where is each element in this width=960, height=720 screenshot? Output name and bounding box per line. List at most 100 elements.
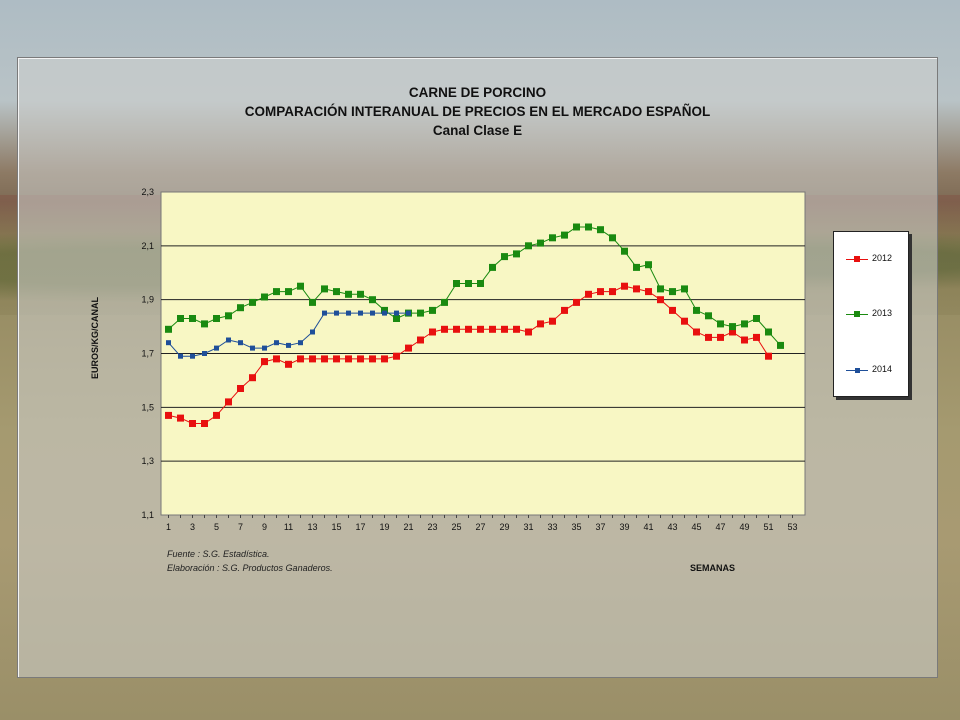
point-2012 <box>525 328 532 336</box>
point-2014 <box>286 342 291 348</box>
x-tick-label: 45 <box>691 522 701 532</box>
point-2012 <box>453 325 460 333</box>
point-2012 <box>645 288 652 296</box>
point-2012 <box>753 333 760 341</box>
series-group <box>165 223 784 427</box>
point-2012 <box>333 355 340 363</box>
point-2013 <box>729 323 736 331</box>
x-tick-label: 9 <box>262 522 267 532</box>
point-2013 <box>657 285 664 293</box>
point-2013 <box>429 306 436 314</box>
x-tick-label: 13 <box>307 522 317 532</box>
x-tick-label: 47 <box>715 522 725 532</box>
point-2013 <box>237 304 244 312</box>
point-2012 <box>249 374 256 382</box>
point-2014 <box>370 310 375 316</box>
legend-label-2014: 2014 <box>872 364 893 374</box>
point-2013 <box>357 290 364 298</box>
point-2014 <box>202 351 207 356</box>
point-2013 <box>465 280 472 287</box>
point-2012 <box>501 325 508 333</box>
x-tick-label: 39 <box>619 522 629 532</box>
point-2013 <box>537 239 544 247</box>
point-2012 <box>573 298 580 306</box>
point-2012 <box>369 355 376 363</box>
point-2013 <box>165 325 172 333</box>
legend-item-2013: 2013 <box>834 308 910 322</box>
point-2014 <box>382 310 387 316</box>
point-2012 <box>489 325 496 333</box>
point-2014 <box>358 310 363 316</box>
x-tick-label: 17 <box>355 522 365 532</box>
x-tick-label: 23 <box>427 522 437 532</box>
point-2013 <box>285 288 292 296</box>
point-2013 <box>249 298 256 306</box>
y-tick-label: 1,7 <box>141 349 154 359</box>
point-2012 <box>765 352 772 360</box>
point-2013 <box>669 288 676 296</box>
x-tick-label: 3 <box>190 522 195 532</box>
point-2013 <box>777 341 784 349</box>
point-2014 <box>322 310 327 316</box>
point-2012 <box>393 352 400 360</box>
point-2012 <box>225 398 232 406</box>
point-2012 <box>609 288 616 296</box>
chart-subtitle: COMPARACIÓN INTERANUAL DE PRECIOS EN EL … <box>244 104 711 119</box>
point-2013 <box>753 315 760 322</box>
point-2012 <box>465 325 472 333</box>
point-2012 <box>381 355 388 363</box>
point-2012 <box>537 320 544 328</box>
point-2012 <box>429 328 436 336</box>
point-2013 <box>273 288 280 296</box>
x-tick-label: 11 <box>284 522 293 532</box>
point-2012 <box>729 328 736 336</box>
point-2013 <box>705 312 712 320</box>
point-2013 <box>261 293 268 301</box>
point-2014 <box>226 337 231 343</box>
point-2014 <box>238 340 243 346</box>
x-tick-label: 7 <box>238 522 243 532</box>
point-2012 <box>693 328 700 336</box>
y-axis-ticks: 1,1 1,3 1,5 1,7 1,9 2,1 2,3 <box>141 187 154 520</box>
legend-marker-2013 <box>854 311 860 317</box>
gridlines <box>161 245 805 462</box>
point-2013 <box>321 285 328 293</box>
point-2012 <box>201 420 208 427</box>
x-tick-label: 19 <box>379 522 389 532</box>
point-2012 <box>477 325 484 333</box>
x-tick-label: 27 <box>475 522 485 532</box>
point-2012 <box>405 344 412 352</box>
point-2014 <box>334 310 339 316</box>
x-tick-label: 5 <box>214 522 219 532</box>
point-2012 <box>189 420 196 427</box>
chart-title: CARNE DE PORCINO <box>408 85 547 100</box>
x-tick-label: 31 <box>523 522 533 532</box>
point-2012 <box>561 306 568 314</box>
point-2012 <box>345 355 352 363</box>
point-2012 <box>657 296 664 304</box>
point-2013 <box>441 298 448 306</box>
point-2013 <box>345 290 352 298</box>
point-2014 <box>190 353 195 359</box>
point-2013 <box>297 282 304 290</box>
source-note: Fuente : S.G. Estadística. <box>167 549 270 559</box>
point-2012 <box>669 306 676 314</box>
point-2014 <box>406 310 411 316</box>
point-2012 <box>741 336 748 344</box>
point-2012 <box>309 355 316 363</box>
y-tick-label: 1,9 <box>141 295 154 305</box>
point-2013 <box>621 247 628 255</box>
legend-marker-2012 <box>854 256 860 262</box>
point-2012 <box>165 411 172 419</box>
x-tick-label: 51 <box>763 522 773 532</box>
point-2014 <box>346 310 351 316</box>
point-2014 <box>274 340 279 346</box>
point-2014 <box>166 340 171 346</box>
point-2012 <box>417 336 424 344</box>
legend-item-2012: 2012 <box>834 253 910 267</box>
point-2013 <box>681 285 688 293</box>
point-2014 <box>178 353 183 359</box>
x-tick-label: 41 <box>643 522 653 532</box>
y-tick-label: 1,3 <box>141 456 154 466</box>
